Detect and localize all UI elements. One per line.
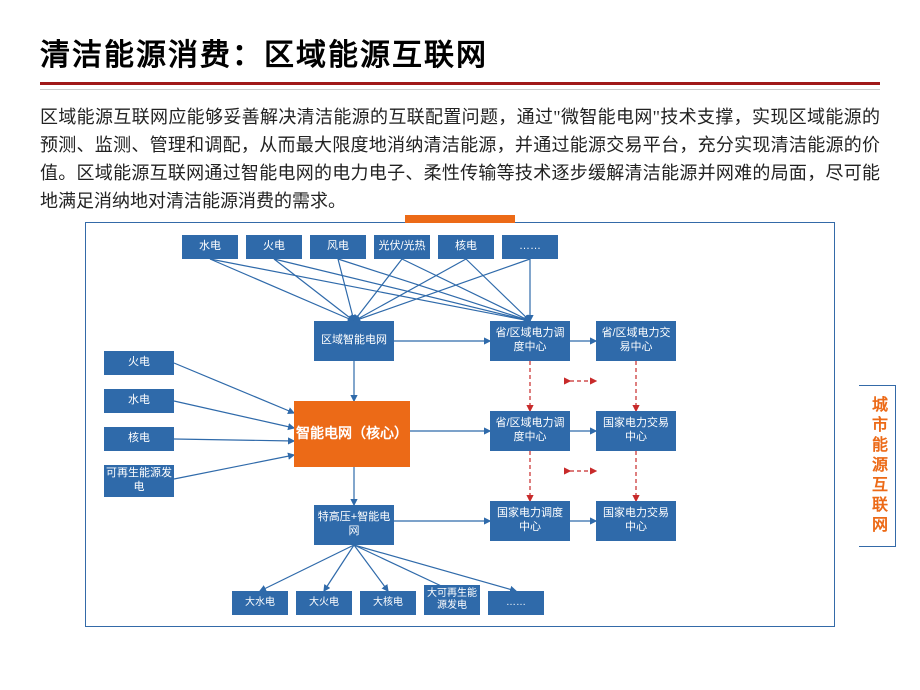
node-core: 智能电网（核心）: [294, 401, 410, 467]
diagram-top-tab: [405, 215, 515, 223]
node-big-hydro: 大水电: [232, 591, 288, 615]
diagram-connectors: [86, 223, 834, 626]
node-wind-top: 风电: [310, 235, 366, 259]
node-thermal-top: 火电: [246, 235, 302, 259]
node-renew-left: 可再生能源发电: [104, 465, 174, 497]
node-uhv-grid: 特高压+智能电网: [314, 505, 394, 545]
node-hydro-left: 水电: [104, 389, 174, 413]
node-regional-grid: 区域智能电网: [314, 321, 394, 361]
side-label: 城市能源互联网: [859, 385, 896, 547]
node-more-top: ……: [502, 235, 558, 259]
node-nat-trade-mid: 国家电力交易中心: [596, 411, 676, 451]
node-more-bot: ……: [488, 591, 544, 615]
body-paragraph: 区域能源互联网应能够妥善解决清洁能源的互联配置问题，通过"微智能电网"技术支撑，…: [40, 104, 880, 216]
node-prov-trade-top: 省/区域电力交易中心: [596, 321, 676, 361]
divider-grey: [40, 89, 880, 90]
node-nat-trade-bot: 国家电力交易中心: [596, 501, 676, 541]
node-big-thermal: 大火电: [296, 591, 352, 615]
node-prov-dispatch-mid: 省/区域电力调度中心: [490, 411, 570, 451]
node-nuclear-left: 核电: [104, 427, 174, 451]
page-title: 清洁能源消费：区域能源互联网: [40, 30, 880, 74]
node-big-nuclear: 大核电: [360, 591, 416, 615]
node-prov-dispatch-top: 省/区域电力调度中心: [490, 321, 570, 361]
node-hydro-top: 水电: [182, 235, 238, 259]
node-pv-top: 光伏/光热: [374, 235, 430, 259]
divider-red: [40, 82, 880, 85]
diagram-container: 水电火电风电光伏/光热核电……火电水电核电可再生能源发电区域智能电网智能电网（核…: [85, 222, 835, 627]
node-nat-dispatch-bot: 国家电力调度中心: [490, 501, 570, 541]
node-thermal-left: 火电: [104, 351, 174, 375]
node-nuclear-top: 核电: [438, 235, 494, 259]
node-big-renew: 大可再生能源发电: [424, 585, 480, 615]
